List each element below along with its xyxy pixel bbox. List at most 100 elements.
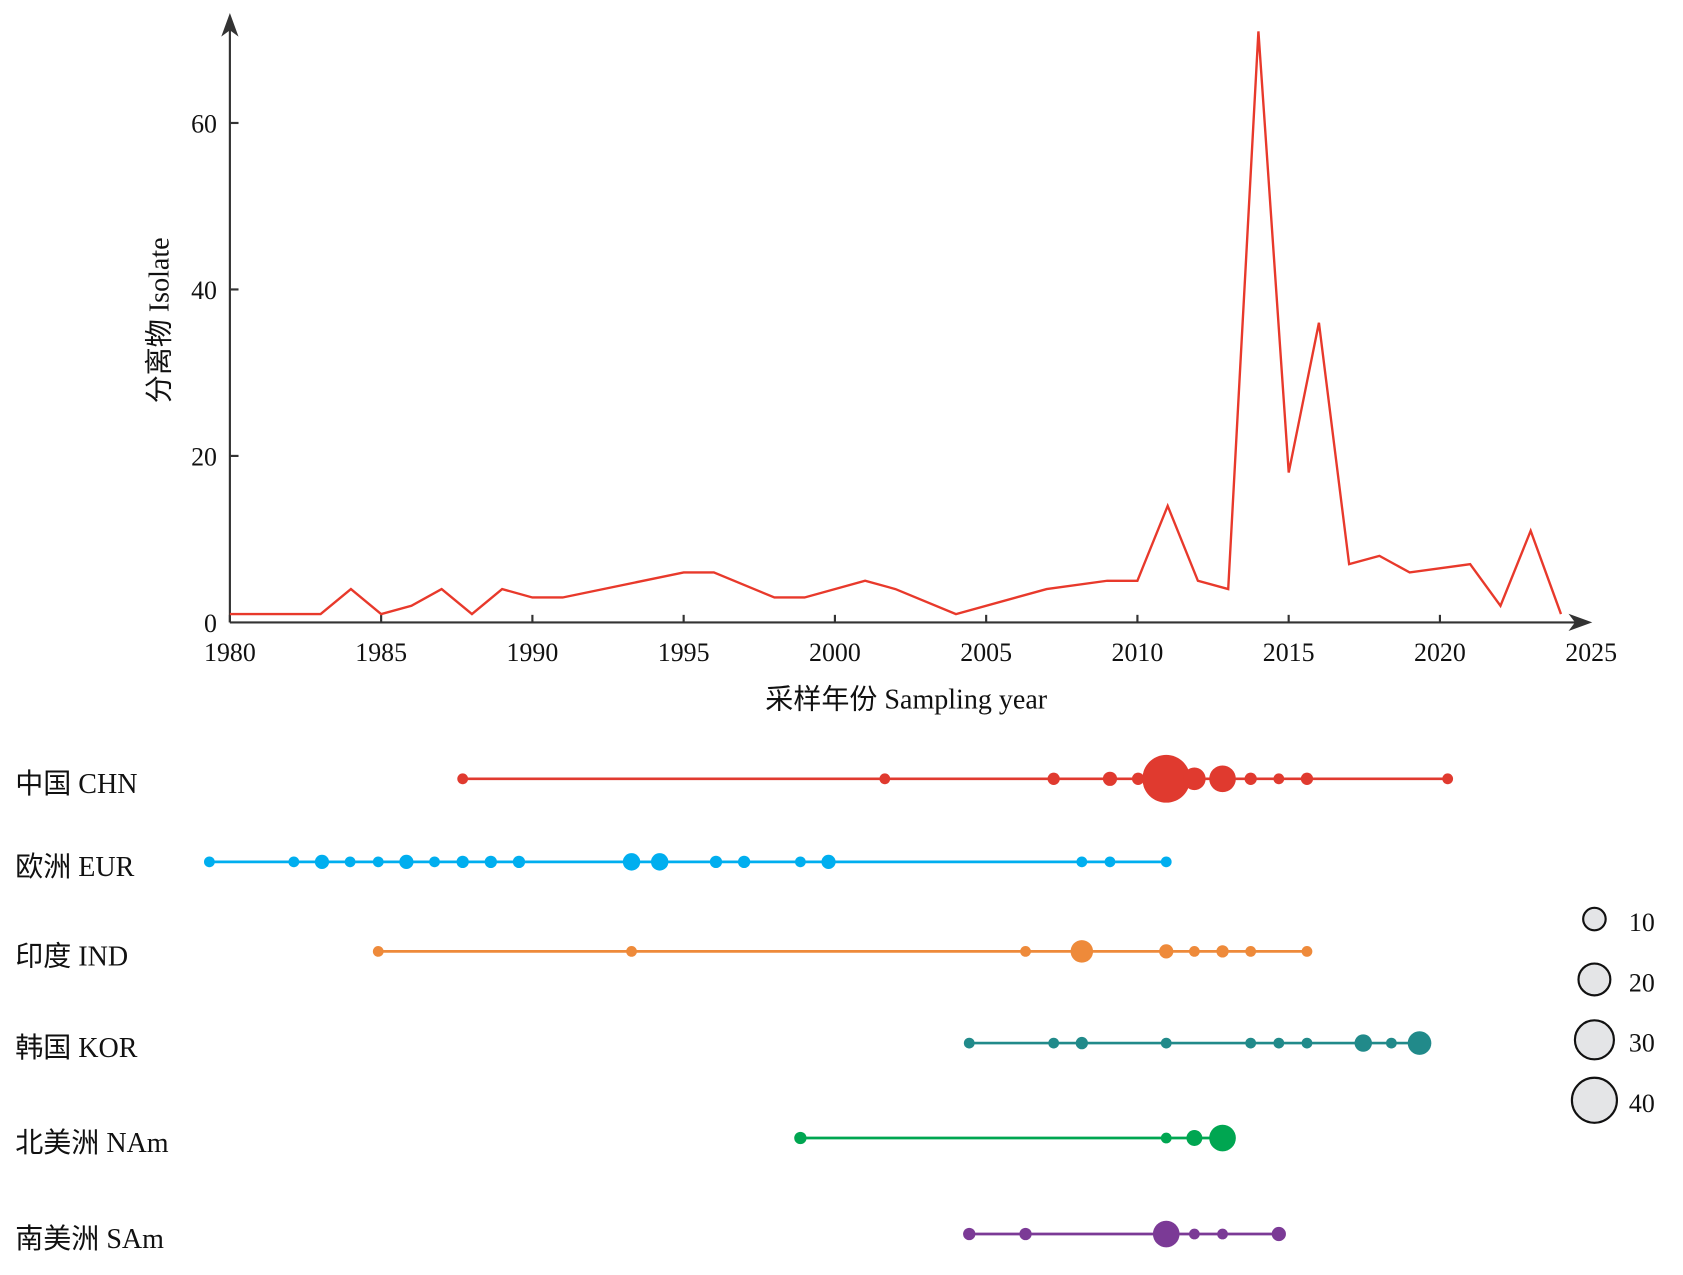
region-bubble	[709, 855, 723, 869]
region-bubble	[1209, 1124, 1236, 1152]
region-row: 韩国 KOR	[15, 1031, 1432, 1064]
region-bubble	[372, 946, 384, 957]
region-bubble	[1019, 1227, 1032, 1241]
region-bubble	[1075, 1036, 1088, 1050]
x-tick-label: 1990	[507, 638, 559, 667]
region-bubble	[1186, 1130, 1203, 1146]
region-bubble	[1131, 772, 1145, 785]
region-label: 北美洲 NAm	[15, 1127, 169, 1159]
size-legend-circle	[1582, 906, 1607, 932]
region-bubble	[1217, 1228, 1228, 1240]
region-bubble	[1160, 856, 1172, 868]
region-bubble	[821, 854, 836, 869]
size-legend-circle	[1570, 1076, 1619, 1124]
y-tick-label: 20	[191, 443, 217, 472]
region-bubble	[1102, 771, 1118, 786]
region-bubble	[1188, 1228, 1200, 1240]
region-bubble	[1273, 773, 1285, 785]
x-tick-label: 2015	[1263, 638, 1315, 667]
region-bubble-rows: 中国 CHN 欧洲 EUR 印度 IND 韩国 KOR 北美洲 NAm 南美洲 SAm	[15, 754, 1454, 1255]
region-bubble	[1020, 946, 1031, 957]
region-bubble	[626, 946, 637, 957]
region-row: 南美洲 SAm	[15, 1220, 1286, 1255]
region-bubble	[963, 1227, 976, 1241]
x-tick-label: 1995	[658, 638, 710, 667]
region-bubble	[204, 856, 215, 868]
x-tick-label: 2000	[809, 638, 861, 667]
region-bubble	[1070, 940, 1094, 963]
region-bubble	[650, 853, 669, 871]
region-bubble	[622, 853, 641, 871]
region-row: 印度 IND	[15, 940, 1313, 972]
x-tick-label: 2025	[1565, 638, 1617, 667]
region-label: 欧洲 EUR	[15, 851, 134, 883]
region-bubble	[1216, 945, 1229, 958]
region-bubble	[1442, 773, 1454, 785]
region-bubble	[429, 856, 440, 868]
region-bubble	[1142, 754, 1191, 803]
region-bubble	[456, 855, 469, 869]
region-bubble	[399, 854, 414, 869]
x-tick-label: 2010	[1112, 638, 1164, 667]
region-bubble	[1104, 856, 1116, 868]
region-label: 中国 CHN	[15, 768, 137, 800]
y-axis-label: 分离物 Isolate	[143, 237, 175, 403]
region-bubble	[1152, 1220, 1180, 1248]
x-tick-label: 1980	[204, 638, 256, 667]
x-axis-label: 采样年份 Sampling year	[765, 684, 1047, 716]
region-bubble	[879, 773, 891, 785]
region-row: 欧洲 EUR	[15, 851, 1172, 883]
region-bubble	[1159, 944, 1174, 959]
region-bubble	[1076, 856, 1088, 868]
region-bubble	[314, 854, 330, 869]
region-bubble	[1244, 772, 1257, 785]
region-bubble	[1301, 1037, 1313, 1049]
region-bubble	[1300, 772, 1314, 785]
region-bubble	[288, 856, 300, 868]
region-bubble	[512, 855, 526, 869]
y-tick-label: 0	[204, 609, 217, 638]
y-axis-arrow	[221, 12, 239, 37]
region-bubble	[372, 856, 384, 868]
region-row: 中国 CHN	[15, 754, 1454, 803]
region-bubble	[1271, 1226, 1286, 1242]
region-bubble	[484, 855, 497, 869]
region-bubble	[1048, 1037, 1060, 1049]
y-tick-label: 60	[191, 110, 217, 139]
region-bubble	[344, 856, 356, 868]
region-bubble	[794, 856, 806, 868]
size-legend-circle	[1577, 962, 1612, 997]
x-tick-label: 2020	[1414, 638, 1466, 667]
region-bubble	[1160, 1037, 1172, 1049]
region-bubble	[1354, 1034, 1372, 1052]
size-legend: 10 20 30 40	[1570, 906, 1655, 1124]
region-bubble	[963, 1037, 975, 1049]
region-bubble	[794, 1131, 807, 1145]
region-bubble	[1273, 1037, 1285, 1049]
x-tick-label: 2005	[960, 638, 1012, 667]
isolate-series-line	[229, 31, 1563, 616]
region-row: 北美洲 NAm	[15, 1124, 1236, 1159]
size-legend-label: 40	[1629, 1089, 1655, 1118]
region-bubble	[1160, 1132, 1172, 1144]
region-bubble	[457, 773, 469, 785]
region-label: 南美洲 SAm	[15, 1223, 164, 1255]
region-bubble	[737, 855, 751, 869]
x-tick-label: 1985	[355, 638, 407, 667]
size-legend-label: 30	[1629, 1029, 1655, 1058]
region-bubble	[1188, 946, 1200, 957]
region-label: 韩国 KOR	[15, 1032, 138, 1064]
region-bubble	[1245, 1037, 1257, 1049]
region-bubble	[1407, 1031, 1432, 1055]
size-legend-label: 10	[1629, 908, 1655, 937]
region-bubble	[1301, 946, 1313, 957]
size-legend-circle	[1573, 1019, 1615, 1061]
line-chart: 1980 1985 1990 1995 2000 2005 2010 2015 2020 2025…	[143, 12, 1617, 716]
region-bubble	[1245, 946, 1257, 957]
region-bubble	[1209, 765, 1236, 793]
region-bubble	[1385, 1037, 1397, 1049]
y-tick-label: 40	[191, 276, 217, 305]
region-label: 印度 IND	[15, 940, 128, 972]
x-axis-arrow	[1568, 613, 1593, 632]
